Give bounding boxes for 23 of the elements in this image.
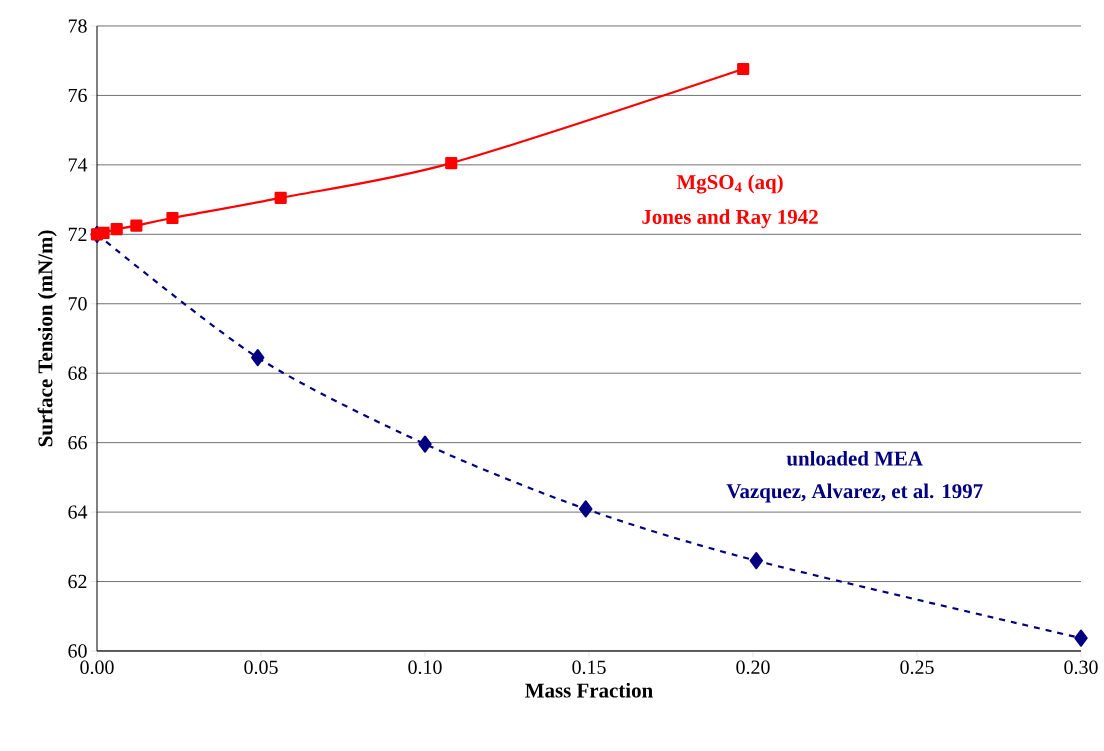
x-tick-label: 0.00 <box>80 660 114 675</box>
x-tick-label: 0.30 <box>1064 660 1098 675</box>
y-tick-label: 78 <box>68 19 87 33</box>
y-tick-label: 60 <box>68 644 87 658</box>
x-tick-label: 0.20 <box>736 660 770 675</box>
y-tick-label: 70 <box>68 297 87 311</box>
y-axis-title: Surface Tension (mN/m) <box>37 230 57 447</box>
x-tick-label: 0.10 <box>408 660 442 675</box>
y-tick-label: 64 <box>68 505 88 519</box>
x-tick-label: 0.05 <box>244 660 278 675</box>
x-tick-label: 0.25 <box>900 660 934 675</box>
y-tick-label: 76 <box>68 88 87 103</box>
annotation: Jones and Ray 1942 <box>642 209 818 229</box>
annotation: Vazquez, Alvarez, et al. 1997 <box>726 483 983 503</box>
text: MgSO$_{4}$ (aq) <box>676 174 783 194</box>
y-tick-label: 68 <box>68 366 87 380</box>
y-tick-label: 74 <box>68 158 88 172</box>
y-tick-label: 72 <box>68 227 87 241</box>
x-tick-label: 0.15 <box>572 660 606 675</box>
text: unloaded MEA <box>786 450 923 466</box>
y-tick-label: 62 <box>68 574 87 589</box>
y-tick-label: 66 <box>68 435 87 450</box>
x-axis-title: Mass Fraction <box>525 682 653 698</box>
